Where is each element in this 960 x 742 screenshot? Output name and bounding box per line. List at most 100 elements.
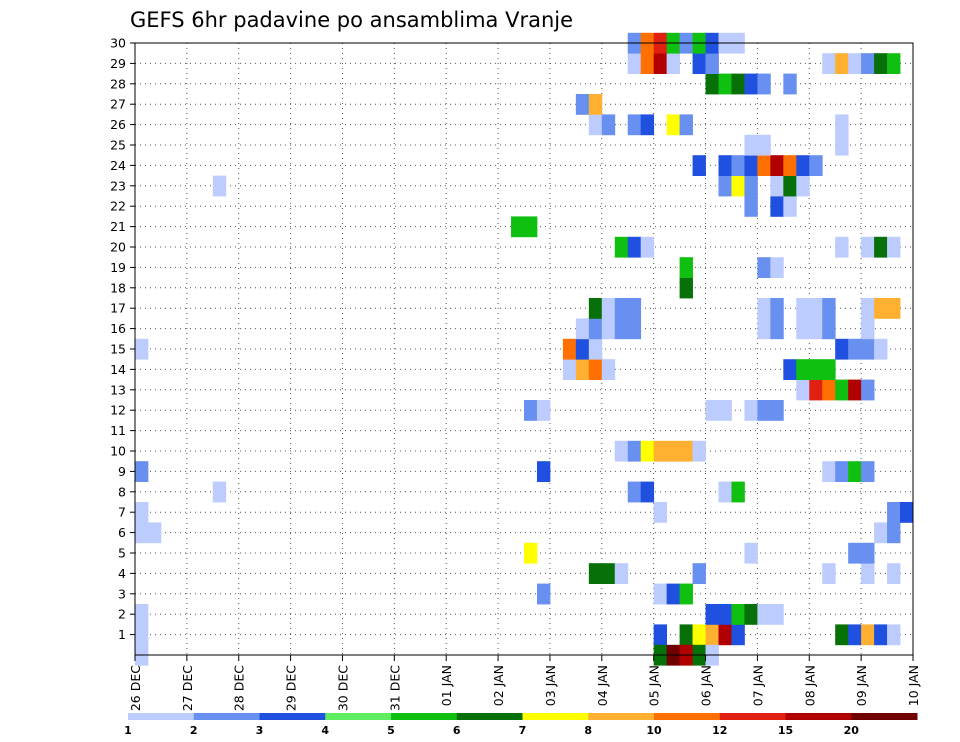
- heatmap-cell: [887, 563, 901, 584]
- heatmap-cell: [783, 155, 797, 176]
- heatmap-cell: [757, 318, 771, 340]
- heatmap-cell: [887, 53, 901, 74]
- heatmap-cell: [705, 604, 719, 625]
- heatmap-cell: [822, 318, 836, 340]
- y-tick-label: 4: [118, 566, 126, 581]
- heatmap-cell: [783, 73, 797, 95]
- heatmap-cell: [666, 583, 680, 605]
- colorbar-swatch: [851, 713, 918, 720]
- colorbar-label: 1: [124, 724, 132, 737]
- heatmap-cell: [135, 522, 149, 544]
- heatmap-cell: [524, 216, 538, 238]
- y-tick-label: 26: [110, 117, 126, 132]
- heatmap-cell: [835, 236, 849, 258]
- y-tick-label: 14: [110, 362, 126, 377]
- x-tick-label: 04 JAN: [595, 665, 610, 706]
- colorbar-swatch: [588, 713, 655, 720]
- heatmap-cell: [614, 318, 629, 340]
- heatmap-cell: [679, 583, 693, 605]
- heatmap-cell: [887, 298, 901, 319]
- colorbar-label: 10: [646, 724, 662, 737]
- heatmap-cell: [640, 53, 655, 74]
- heatmap-cell: [666, 440, 680, 462]
- heatmap-cell: [731, 624, 745, 646]
- colorbar-label: 4: [321, 724, 329, 737]
- heatmap-cell: [575, 94, 590, 115]
- heatmap-cell: [692, 155, 706, 176]
- colorbar-swatch: [719, 713, 786, 720]
- heatmap-cell: [718, 155, 732, 176]
- y-tick-label: 7: [118, 505, 126, 520]
- heatmap-cell: [614, 440, 629, 462]
- colorbar-swatch: [128, 713, 195, 720]
- heatmap-cell: [588, 338, 603, 360]
- heatmap-cell: [861, 298, 875, 319]
- heatmap-cell: [796, 175, 810, 197]
- heatmap-cell: [718, 604, 732, 625]
- heatmap-cell: [835, 114, 849, 136]
- heatmap-cell: [705, 73, 719, 95]
- heatmap-cell: [757, 298, 771, 319]
- y-tick-label: 3: [118, 586, 126, 601]
- heatmap-cell: [147, 522, 162, 544]
- heatmap-cell: [809, 359, 823, 380]
- heatmap-cell: [614, 236, 629, 258]
- heatmap-cell: [809, 155, 823, 176]
- heatmap-cell: [588, 94, 603, 115]
- heatmap-cell: [796, 359, 810, 380]
- heatmap-cell: [627, 236, 642, 258]
- heatmap-cell: [861, 563, 875, 584]
- heatmap-cell: [588, 318, 603, 340]
- heatmap-cell: [757, 73, 771, 95]
- heatmap-cell: [135, 604, 149, 625]
- heatmap-cell: [770, 155, 784, 176]
- heatmap-cell: [783, 175, 797, 197]
- heatmap-cell: [874, 236, 888, 258]
- heatmap-cell: [887, 502, 901, 523]
- heatmap-cell: [536, 583, 551, 605]
- heatmap-cell: [614, 298, 629, 319]
- x-tick-label: 06 JAN: [699, 665, 714, 706]
- heatmap-cell: [744, 155, 758, 176]
- heatmap-cell: [874, 298, 888, 319]
- y-tick-label: 5: [118, 546, 126, 561]
- heatmap-cell: [653, 440, 668, 462]
- y-tick-label: 18: [110, 280, 126, 295]
- x-tick-label: 31 DEC: [387, 665, 402, 711]
- heatmap-cell: [848, 53, 862, 74]
- heatmap-cell: [601, 563, 616, 584]
- y-tick-label: 9: [118, 464, 126, 479]
- heatmap-cell: [627, 114, 642, 136]
- heatmap-cell: [861, 236, 875, 258]
- colorbar-label: 6: [453, 724, 461, 737]
- heatmap-cell: [874, 522, 888, 544]
- heatmap-cell: [640, 236, 655, 258]
- y-tick-label: 12: [110, 403, 126, 418]
- y-tick-label: 19: [110, 260, 126, 275]
- colorbar: 1 2 3 4 5 6 7 8 10 12 15 20: [124, 713, 918, 737]
- x-tick-label: 28 DEC: [232, 665, 247, 711]
- y-tick-label: 23: [110, 178, 126, 193]
- heatmap-cell: [848, 379, 862, 401]
- heatmap-cell: [900, 502, 914, 523]
- heatmap-cell: [692, 440, 706, 462]
- heatmap-cell: [705, 400, 719, 421]
- heatmap-cell: [212, 175, 227, 197]
- heatmap-cell: [861, 624, 875, 646]
- axis-ticks: [130, 42, 914, 661]
- heatmap-cell: [718, 175, 732, 197]
- heatmap-cell: [614, 563, 629, 584]
- heatmap-cell: [627, 53, 642, 74]
- heatmap-cell: [861, 53, 875, 74]
- heatmap-cell: [770, 196, 784, 217]
- colorbar-label: 2: [190, 724, 198, 737]
- heatmap-cell: [640, 440, 655, 462]
- heatmap-cell: [679, 440, 693, 462]
- heatmap-cell: [848, 338, 862, 360]
- heatmap-cell: [536, 400, 551, 421]
- y-tick-label: 20: [110, 240, 126, 255]
- heatmap-cell: [627, 481, 642, 503]
- colorbar-swatch: [259, 713, 326, 720]
- colorbar-label: 7: [519, 724, 527, 737]
- heatmap-cell: [835, 461, 849, 482]
